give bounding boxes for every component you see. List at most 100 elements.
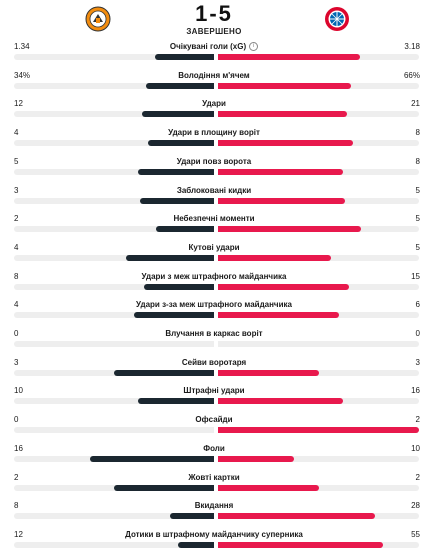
home-value: 34% <box>14 70 31 80</box>
away-bar <box>218 168 343 175</box>
home-bar <box>90 455 214 462</box>
away-bar-track <box>218 54 419 60</box>
home-value: 12 <box>14 529 23 539</box>
home-value: 4 <box>14 128 19 138</box>
away-bar <box>218 197 345 204</box>
home-bar <box>114 484 214 491</box>
away-bar-track <box>218 541 419 548</box>
away-bar <box>218 427 419 434</box>
away-bar <box>218 541 383 548</box>
away-value: 66% <box>403 70 420 80</box>
stat-label-text: Очікувані голи (xG) <box>169 42 247 51</box>
stat-row: 2 Небезпечні моменти 5 <box>0 212 428 241</box>
stat-row: 12 Удари 21 <box>0 97 428 126</box>
stat-row: 4 Удари в площину воріт 8 <box>0 126 428 155</box>
stat-label-text: Офсайди <box>195 415 233 425</box>
stat-row: 12 Дотики в штрафному майданчику суперник… <box>0 528 428 557</box>
away-value: 8 <box>415 128 420 138</box>
home-bar-track <box>14 254 214 261</box>
home-bar-track <box>14 484 214 491</box>
stat-label: Удари з-за меж штрафного майданчика <box>0 300 428 309</box>
home-bar-track <box>14 369 214 376</box>
stat-row: 16 Фоли 10 <box>0 442 428 471</box>
home-bar-track <box>14 398 214 405</box>
away-value: 3 <box>415 357 420 367</box>
home-bar-track <box>14 226 214 233</box>
home-bar <box>154 54 214 60</box>
stat-row: 34% Володіння м'ячем 66% <box>0 69 428 98</box>
home-value: 4 <box>14 242 19 252</box>
home-bar <box>170 513 214 520</box>
stat-label: Вкидання <box>0 501 428 510</box>
away-value: 5 <box>415 214 420 224</box>
away-bar <box>218 455 295 462</box>
shakhtar-crest-icon[interactable] <box>85 6 111 32</box>
stat-label-text: Кутові удари <box>188 242 240 252</box>
stat-label: Очікувані голи (xG) i <box>0 42 428 52</box>
stat-label-text: Дотики в штрафному майданчику суперника <box>125 529 303 539</box>
home-value: 3 <box>14 185 19 195</box>
away-bar <box>218 54 360 60</box>
home-value: 12 <box>14 99 23 109</box>
stat-row: 2 Жовті картки 2 <box>0 471 428 500</box>
stat-label: Удари <box>0 99 428 108</box>
away-bar <box>218 140 353 147</box>
match-score: 1-5 <box>195 1 233 26</box>
home-bar-track <box>14 427 214 434</box>
home-bar-track <box>14 312 214 319</box>
stat-label-text: Удари в площину воріт <box>168 128 260 138</box>
stat-row: 8 Вкидання 28 <box>0 499 428 528</box>
away-bar-track <box>218 82 419 89</box>
away-value: 15 <box>411 271 420 281</box>
home-bar <box>144 283 214 290</box>
home-bar-track <box>14 140 214 147</box>
home-bar <box>138 398 214 405</box>
stat-label: Штрафні удари <box>0 386 428 395</box>
away-bar-track <box>218 341 419 347</box>
bayern-crest-icon[interactable] <box>324 6 350 32</box>
home-value: 2 <box>14 214 19 224</box>
away-value: 2 <box>415 472 420 482</box>
away-bar-track <box>218 111 419 118</box>
away-bar-track <box>218 398 419 405</box>
stat-row: 4 Удари з-за меж штрафного майданчика 6 <box>0 298 428 327</box>
home-bar-track <box>14 341 214 347</box>
stat-row: 1.34 Очікувані голи (xG) i 3.18 <box>0 40 428 69</box>
stat-row: 4 Кутові удари 5 <box>0 241 428 270</box>
away-bar <box>218 398 343 405</box>
home-bar <box>126 254 214 261</box>
stat-label-text: Удари з-за меж штрафного майданчика <box>136 300 292 310</box>
home-value: 16 <box>14 443 23 453</box>
home-bar-track <box>14 541 214 548</box>
home-bar-track <box>14 168 214 175</box>
home-value: 8 <box>14 271 19 281</box>
stat-label-text: Заблоковані кидки <box>176 185 252 195</box>
home-value: 4 <box>14 300 19 310</box>
stat-label-text: Володіння м'ячем <box>178 70 250 80</box>
away-value: 5 <box>415 242 420 252</box>
away-value: 28 <box>411 501 420 511</box>
home-bar-track <box>14 283 214 290</box>
stat-label-text: Удари <box>202 99 226 109</box>
away-bar <box>218 369 319 376</box>
away-bar-track <box>218 197 419 204</box>
stat-label: Володіння м'ячем <box>0 71 428 80</box>
away-bar <box>218 283 349 290</box>
stat-label: Удари в площину воріт <box>0 128 428 137</box>
home-bar-track <box>14 455 214 462</box>
away-value: 21 <box>411 99 420 109</box>
away-bar-track <box>218 312 419 319</box>
home-value: 0 <box>14 329 19 338</box>
away-bar <box>218 513 375 520</box>
stat-label: Дотики в штрафному майданчику суперника <box>0 530 428 539</box>
match-header: 1-5 ЗАВЕРШЕНО <box>0 0 428 44</box>
away-bar <box>218 82 351 89</box>
away-value: 3.18 <box>404 42 420 51</box>
stat-label-text: Удари повз ворота <box>176 156 252 166</box>
info-icon[interactable]: i <box>249 42 259 52</box>
away-value: 6 <box>415 300 420 310</box>
away-bar-track <box>218 283 419 290</box>
home-bar-track <box>14 513 214 520</box>
stat-label-text: Удари з меж штрафного майданчика <box>141 271 287 281</box>
stat-label-text: Вкидання <box>194 501 234 511</box>
